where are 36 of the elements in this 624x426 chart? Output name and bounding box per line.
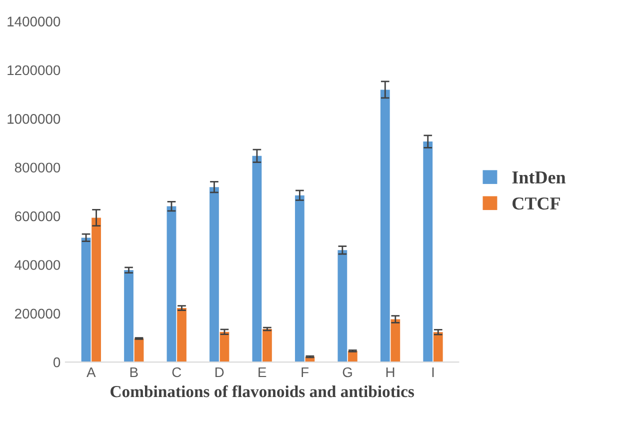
x-tick-label: C [172, 367, 182, 378]
bar [252, 156, 262, 362]
bar [124, 270, 134, 362]
x-tick-label: I [432, 367, 434, 378]
x-tick-label: B [130, 367, 138, 378]
bar [220, 332, 230, 362]
x-tick-label: H [386, 367, 394, 378]
x-tick-label: G [342, 367, 352, 378]
y-tick-label: 1200000 [8, 65, 60, 76]
y-tick-label: 1400000 [8, 16, 60, 26]
y-tick-label: 0 [53, 357, 60, 368]
y-tick-label: 600000 [15, 211, 60, 222]
bar [380, 90, 390, 362]
legend-label: IntDen [512, 172, 566, 184]
x-tick-label: E [258, 367, 266, 378]
bar [177, 308, 186, 362]
bar [262, 328, 272, 362]
y-tick-label: 800000 [14, 162, 60, 173]
bar [338, 250, 348, 362]
y-tick-label: 400000 [14, 260, 60, 270]
bar [423, 142, 433, 362]
bar [390, 319, 400, 362]
bar [433, 332, 443, 362]
bar [166, 206, 176, 362]
x-tick-label: A [86, 367, 96, 378]
bar [134, 338, 144, 362]
bar [81, 238, 91, 362]
x-tick-label: D [215, 367, 224, 378]
legend-label: CTCF [512, 197, 560, 210]
y-tick-label: 200000 [15, 308, 60, 319]
bar [210, 187, 219, 362]
x-axis-title: Combinations of flavonoids and antibiotics [110, 385, 414, 398]
bar [92, 218, 101, 362]
x-tick-label: F [302, 367, 308, 378]
y-tick-label: 1000000 [8, 114, 60, 124]
bar [294, 195, 304, 362]
